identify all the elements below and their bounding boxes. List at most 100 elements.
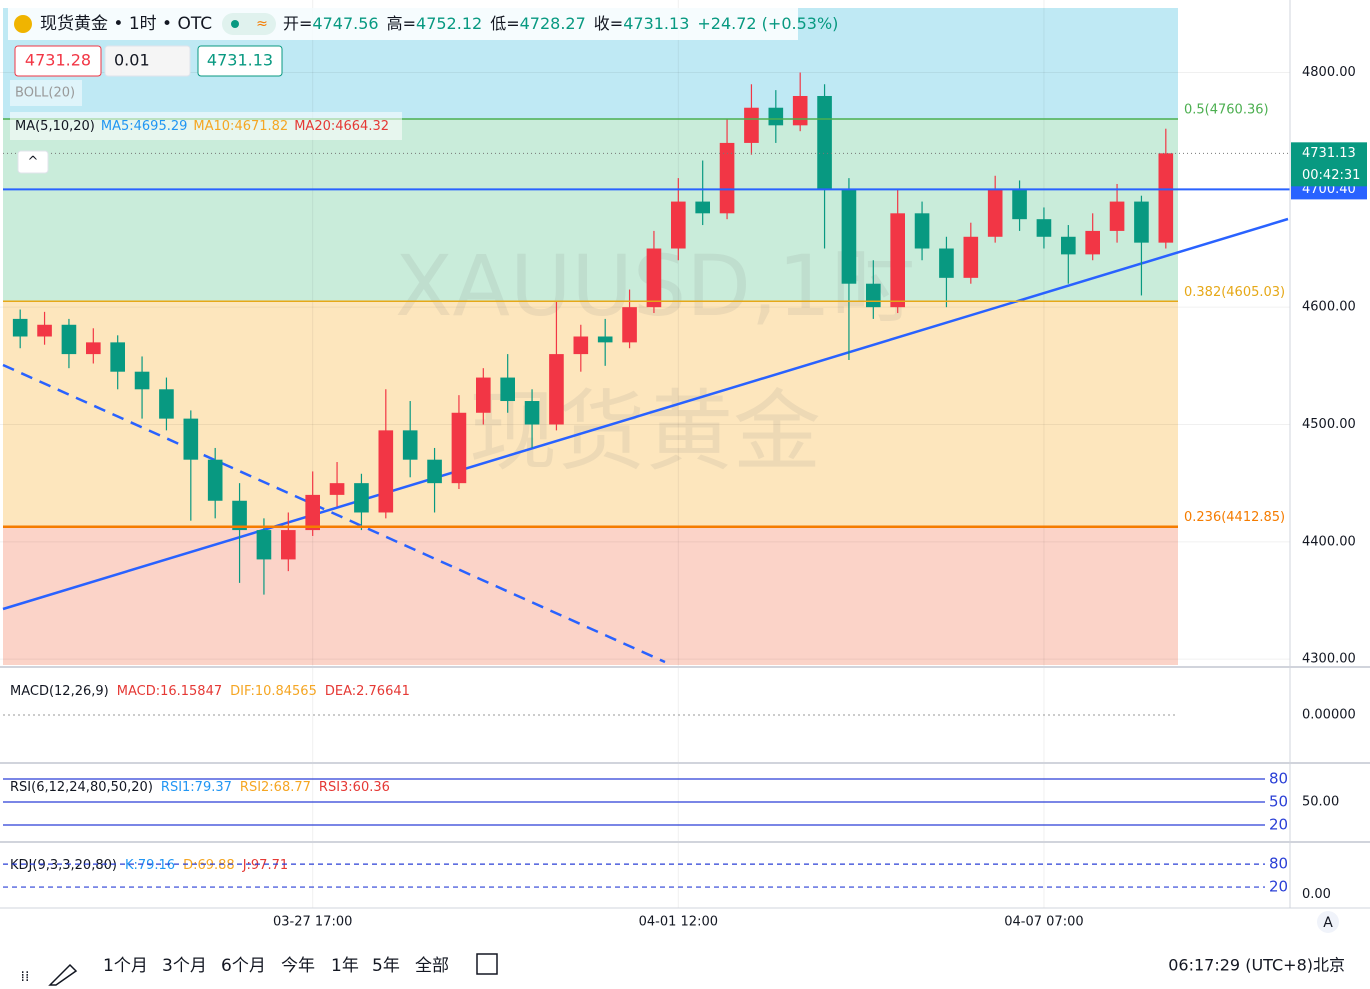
ohlc-value: 4731.13 xyxy=(623,14,689,33)
candle-body xyxy=(768,107,784,126)
candle-body xyxy=(305,494,320,531)
candle-body xyxy=(744,107,759,143)
collapse-button[interactable] xyxy=(17,150,49,174)
candle-body xyxy=(914,213,930,249)
candle-body xyxy=(1109,201,1125,231)
status-dot xyxy=(231,20,239,28)
qty-box[interactable] xyxy=(104,45,191,77)
candle-body xyxy=(1134,201,1149,243)
candle-body xyxy=(719,142,735,214)
candle-body xyxy=(500,377,515,402)
candle-body xyxy=(792,95,808,126)
ohlc-value: 4728.27 xyxy=(520,14,586,33)
sell-price[interactable]: 4731.28 xyxy=(25,51,91,70)
candle-body xyxy=(12,318,28,337)
drag-icon[interactable]: ⁞⁞ xyxy=(21,969,30,985)
candle-body xyxy=(134,371,150,390)
candle-body xyxy=(232,500,247,531)
range-button[interactable]: 1年 xyxy=(331,956,359,976)
macd-title: MACD(12,26,9) xyxy=(10,684,109,699)
range-button[interactable]: 今年 xyxy=(281,956,315,976)
kdj-value: D:69.88 xyxy=(183,858,235,873)
bottom-bar: ⁞⁞ A 06:17:29 (UTC+8)北京 1个月 3个月 6个月 今年 1年 5年全… xyxy=(0,911,1345,989)
candle-body xyxy=(1085,230,1100,255)
rsi-level-label: 80 xyxy=(1269,770,1288,788)
range-button[interactable]: 3个月 xyxy=(162,956,207,976)
clock[interactable]: 06:17:29 (UTC+8)北京 xyxy=(1168,956,1345,975)
countdown: 00:42:31 xyxy=(1302,168,1360,183)
ma-value: MA5:4695.29 xyxy=(101,119,188,134)
fib-zone xyxy=(3,119,1178,302)
trend-line xyxy=(2,217,1289,611)
ma-value: MA20:4664.32 xyxy=(294,119,389,134)
y-tick-label: 4500.00 xyxy=(1302,417,1356,432)
candle-body xyxy=(987,189,1003,237)
candle-body xyxy=(524,401,540,425)
ohlc-label: 开= xyxy=(283,14,312,33)
x-tick-label: 04-01 12:00 xyxy=(639,915,718,930)
sell-box[interactable] xyxy=(14,45,102,77)
candle-body xyxy=(890,213,905,308)
candle-body xyxy=(597,336,613,343)
candle-body xyxy=(841,189,857,284)
boll-label[interactable]: BOLL(20) xyxy=(15,86,75,101)
kdj-tick-label: 0.00 xyxy=(1302,887,1331,902)
candle-body xyxy=(671,201,686,249)
candle-body xyxy=(451,412,467,484)
grid xyxy=(0,0,1290,908)
x-tick-label: 04-07 07:00 xyxy=(1004,915,1083,930)
qty[interactable]: 0.01 xyxy=(114,51,150,70)
change: +24.72 (+0.53%) xyxy=(697,14,838,33)
candle-body xyxy=(86,342,101,355)
candle-body xyxy=(207,459,223,501)
kdj-title: KDJ(9,3,3,20,80) xyxy=(10,858,117,873)
candle-body xyxy=(549,354,564,425)
rsi-title: RSI(6,12,24,80,50,20) xyxy=(10,780,153,795)
buy-price[interactable]: 4731.13 xyxy=(207,51,273,70)
candle-body xyxy=(329,483,345,495)
candle-body xyxy=(939,248,954,278)
candle-body xyxy=(183,418,199,460)
symbol-title[interactable]: 现货黄金 • 1时 • OTC xyxy=(40,14,212,34)
ohlc-value: 4752.12 xyxy=(416,14,482,33)
candle-body xyxy=(622,307,637,343)
kdj-level-label: 80 xyxy=(1269,855,1288,873)
kdj-level-label: 20 xyxy=(1269,878,1288,896)
rsi-tick-label: 50.00 xyxy=(1302,795,1339,810)
collapse-icon[interactable]: ^ xyxy=(28,155,39,170)
range-button[interactable]: 6个月 xyxy=(221,956,266,976)
status-icon: ≈ xyxy=(256,16,268,32)
macd-value: DIF:10.84565 xyxy=(230,684,317,699)
date-range-icon[interactable] xyxy=(476,953,498,975)
fib-zone xyxy=(3,526,1178,665)
candle-body xyxy=(963,236,979,278)
auto-button[interactable] xyxy=(1317,911,1339,933)
auto-label[interactable]: A xyxy=(1323,915,1333,931)
ma-value: MA10:4671.82 xyxy=(193,119,288,134)
ohlc-label: 收= xyxy=(594,14,623,33)
status-pill[interactable] xyxy=(222,13,276,35)
ohlc-label: 低= xyxy=(490,14,519,33)
rsi-value: RSI3:60.36 xyxy=(319,780,390,795)
candle-body xyxy=(1158,153,1174,243)
macd-tick-label: 0.00000 xyxy=(1302,708,1356,723)
pencil-icon[interactable] xyxy=(48,963,78,986)
candle-body xyxy=(37,324,52,337)
rsi-value: RSI1:79.37 xyxy=(161,780,232,795)
macd-value: DEA:2.76641 xyxy=(325,684,410,699)
range-button[interactable]: 1个月 xyxy=(103,956,148,976)
boll-bg xyxy=(10,80,82,106)
range-button[interactable]: 5年 xyxy=(372,956,400,976)
drawing-tools[interactable] xyxy=(0,945,85,989)
candle-body xyxy=(573,336,589,355)
indicator-panels: MACD(12,26,9) MACD:16.15847 DIF:10.84565 DE… xyxy=(3,684,1356,902)
range-button[interactable]: 全部 xyxy=(415,956,449,976)
symbol-icon xyxy=(14,15,32,33)
header-bg xyxy=(8,8,798,40)
buy-box[interactable] xyxy=(197,45,283,77)
kdj-value: J:97.71 xyxy=(242,858,288,873)
x-tick-label: 03-27 17:00 xyxy=(273,915,352,930)
candle-body xyxy=(476,377,491,413)
candle-body xyxy=(866,283,881,308)
